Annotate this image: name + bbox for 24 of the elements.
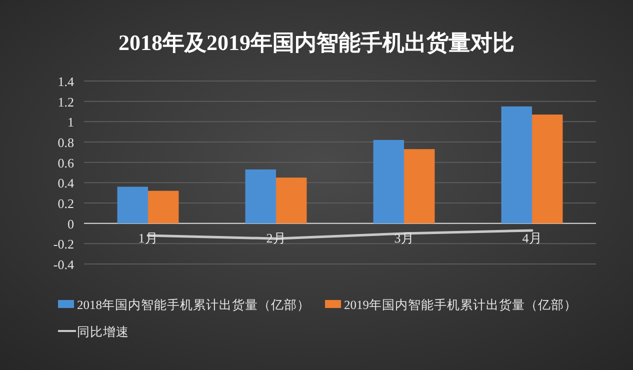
- x-tick-label: 3月: [394, 230, 414, 246]
- chart-title: 2018年及2019年国内智能手机出货量对比: [118, 30, 514, 55]
- y-tick-label: 0.2: [58, 196, 74, 211]
- y-tick-label: 1.2: [58, 94, 74, 110]
- legend-label: 2018年国内智能手机累计出货量（亿部）: [77, 298, 310, 312]
- y-tick-label: 1.4: [58, 74, 74, 89]
- legend-label: 同比增速: [77, 325, 129, 339]
- x-tick-label: 4月: [522, 230, 542, 246]
- y-tick-label: 0: [68, 216, 74, 232]
- bar: [148, 190, 179, 224]
- bar: [404, 149, 435, 224]
- bar: [117, 186, 148, 224]
- y-tick-label: 0.8: [58, 135, 74, 150]
- bar: [373, 140, 404, 224]
- y-tick-label: 0.4: [58, 176, 74, 191]
- bar: [245, 169, 276, 224]
- y-tick-label: -0.2: [53, 236, 74, 252]
- y-tick-label: 0.6: [58, 155, 74, 170]
- y-tick-label: 1: [68, 114, 74, 130]
- bar: [501, 106, 532, 224]
- bar: [276, 178, 307, 224]
- y-tick-label: -0.4: [53, 257, 74, 272]
- bar: [532, 114, 563, 224]
- legend-label: 2019年国内智能手机累计出货量（亿部）: [344, 298, 577, 312]
